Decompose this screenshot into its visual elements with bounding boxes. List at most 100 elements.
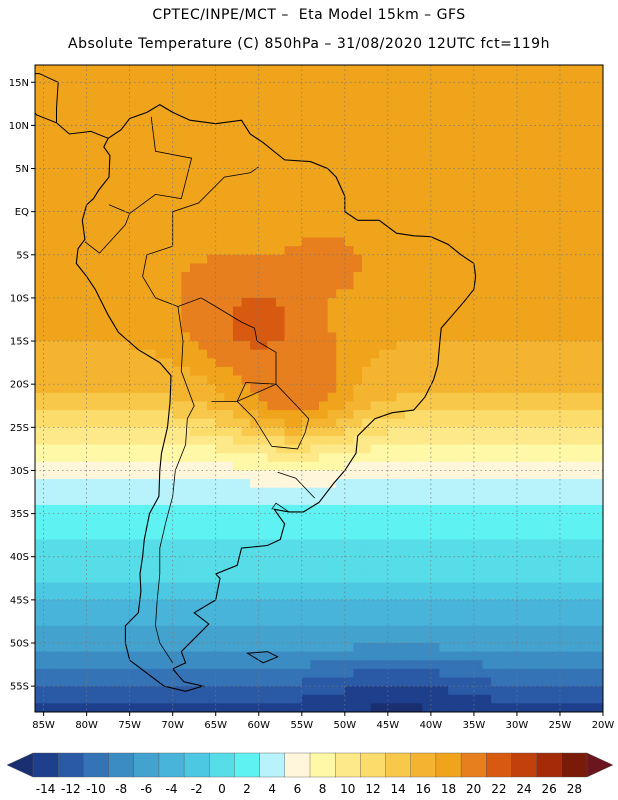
field-cell [413,177,423,187]
field-cell [465,159,475,170]
field-cell [448,504,458,515]
field-cell [207,677,217,687]
field-cell [172,548,182,558]
field-cell [60,297,71,308]
field-cell [422,366,432,377]
field-cell [405,668,415,679]
field-cell [396,642,406,653]
field-cell [310,185,320,195]
field-cell [112,410,122,420]
field-cell [525,116,535,126]
field-cell [430,642,441,653]
field-cell [69,263,79,273]
field-cell [577,591,587,601]
field-cell [370,185,380,195]
field-cell [336,315,346,325]
field-cell [387,263,398,273]
field-cell [473,470,484,480]
field-cell [508,660,518,670]
field-cell [189,418,200,428]
field-cell [121,410,131,420]
field-cell [577,220,587,230]
field-cell [155,194,165,204]
field-cell [78,142,88,152]
field-cell [482,306,492,316]
field-cell [413,401,423,411]
field-cell [60,694,71,704]
field-cell [189,573,200,584]
field-cell [224,90,234,101]
field-cell [516,392,527,403]
field-cell [267,82,277,92]
field-cell [594,522,603,532]
field-cell [439,435,449,446]
field-cell [258,591,268,601]
field-cell [43,306,53,316]
field-cell [585,479,595,489]
field-cell [267,703,277,712]
field-cell [52,582,62,592]
field-cell [508,134,518,144]
field-cell [482,366,492,377]
field-cell [172,159,182,170]
field-cell [456,392,466,403]
field-cell [473,410,484,420]
field-cell [301,608,311,618]
field-cell [499,315,509,325]
field-cell [525,453,535,463]
field-cell [301,496,311,506]
field-cell [103,90,114,101]
field-cell [86,668,96,679]
field-cell [319,513,329,523]
field-cell [379,703,389,712]
field-cell [241,556,251,566]
field-cell [336,522,346,532]
field-cell [86,315,96,325]
field-cell [525,315,535,325]
field-cell [146,530,157,541]
field-cell [319,401,329,411]
field-cell [215,487,225,497]
field-cell [491,366,501,377]
field-cell [473,530,484,541]
field-cell [577,565,587,575]
field-cell [577,246,587,256]
field-cell [189,358,200,368]
field-cell [491,177,501,187]
field-cell [344,539,355,549]
field-cell [516,530,527,541]
field-cell [129,392,139,403]
field-cell [78,358,88,368]
field-cell [78,496,88,506]
field-cell [172,634,182,644]
field-cell [232,591,243,601]
field-cell [525,651,535,661]
field-cell [551,435,561,446]
field-cell [258,315,268,325]
field-cell [198,263,208,273]
field-cell [146,479,157,489]
field-cell [103,73,114,83]
field-cell [516,599,527,610]
field-cell [301,349,311,359]
field-cell [103,504,114,515]
field-cell [405,435,415,446]
field-cell [456,565,466,575]
field-cell [164,375,174,385]
field-cell [250,315,260,325]
field-cell [293,168,303,178]
field-cell [362,65,372,75]
field-cell [293,410,303,420]
field-cell [86,384,96,394]
field-cell [215,73,225,83]
field-cell [172,125,182,135]
field-cell [525,99,535,109]
field-cell [250,73,260,83]
field-cell [585,159,595,170]
field-cell [336,272,346,282]
field-cell [121,263,131,273]
field-cell [69,272,79,282]
field-cell [86,522,96,532]
field-cell [293,660,303,670]
field-cell [448,435,458,446]
